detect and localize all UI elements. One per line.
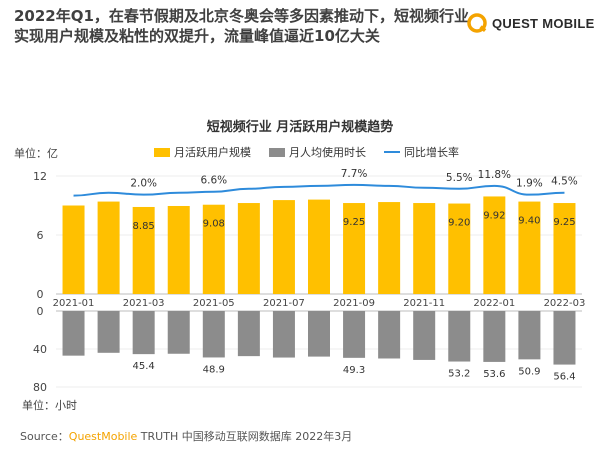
top-y-tick-label: 12 xyxy=(33,170,47,183)
mau-data-label: 9.20 xyxy=(448,218,470,229)
time-bar xyxy=(97,311,120,353)
legend-item-yoy: 同比增长率 xyxy=(384,144,459,160)
x-tick-label: 2022-01 xyxy=(473,298,515,309)
time-bar xyxy=(483,311,506,362)
time-bar xyxy=(167,311,190,354)
bottom-y-tick-label: 80 xyxy=(33,381,47,394)
x-tick-label: 2021-07 xyxy=(263,298,305,309)
legend-swatch-yoy xyxy=(384,151,400,153)
time-bar xyxy=(308,311,330,357)
mau-bar xyxy=(378,202,401,294)
legend-item-mau: 月活跃用户规模 xyxy=(154,144,251,160)
time-bar xyxy=(272,311,295,358)
time-bar xyxy=(448,311,471,362)
mau-bar xyxy=(448,203,471,294)
yoy-line xyxy=(73,183,565,197)
x-tick-label: 2021-09 xyxy=(333,298,375,309)
time-bar xyxy=(378,311,401,359)
page-headline: 2022年Q1，在春节假期及北京冬奥会等多因素推动下，短视频行业实现用户规模及粘… xyxy=(14,7,469,45)
yoy-data-label: 6.6% xyxy=(200,175,227,187)
source-rest: TRUTH 中国移动互联网数据库 2022年3月 xyxy=(137,430,353,443)
legend-swatch-time xyxy=(269,147,285,157)
top-y-tick-label: 6 xyxy=(37,229,44,242)
mau-bar xyxy=(97,201,120,294)
source-note: Source：QuestMobile TRUTH 中国移动互联网数据库 2022… xyxy=(20,428,352,444)
mau-bar xyxy=(308,199,330,294)
mau-bar xyxy=(167,205,190,294)
time-bar xyxy=(237,311,260,357)
chart-legend: 月活跃用户规模 月人均使用时长 同比增长率 xyxy=(154,144,459,160)
mau-bar xyxy=(553,203,576,294)
mau-bar xyxy=(202,204,225,294)
legend-label-time: 月人均使用时长 xyxy=(289,146,366,159)
legend-label-yoy: 同比增长率 xyxy=(404,146,459,159)
mau-bar xyxy=(272,200,295,294)
time-data-label: 50.9 xyxy=(518,366,540,377)
time-data-label: 53.6 xyxy=(483,369,505,380)
time-bar xyxy=(62,311,85,356)
mau-unit-label: 单位：亿 xyxy=(14,147,58,160)
time-data-label: 49.3 xyxy=(343,365,365,376)
mau-bar xyxy=(62,205,85,294)
source-brand: QuestMobile xyxy=(68,430,138,443)
mau-bar xyxy=(343,203,366,294)
yoy-data-label: 5.5% xyxy=(446,172,473,184)
x-tick-label: 2021-03 xyxy=(123,298,165,309)
legend-label-mau: 月活跃用户规模 xyxy=(174,146,251,159)
time-data-label: 56.4 xyxy=(553,372,575,383)
bottom-y-tick-label: 40 xyxy=(33,343,47,356)
legend-swatch-mau xyxy=(154,147,170,157)
bottom-y-tick-label: 0 xyxy=(37,305,44,318)
questmobile-logo-icon xyxy=(467,13,487,33)
mau-data-label: 8.85 xyxy=(133,221,155,232)
mau-data-label: 9.25 xyxy=(343,217,365,228)
x-tick-label: 2021-11 xyxy=(403,298,445,309)
chart-title: 短视频行业 月活跃用户规模趋势 xyxy=(206,120,394,135)
legend-item-time: 月人均使用时长 xyxy=(269,144,366,160)
yoy-data-label: 7.7% xyxy=(341,168,368,180)
yoy-data-label: 1.9% xyxy=(516,178,543,190)
x-tick-label: 2022-03 xyxy=(544,298,586,309)
yoy-data-label: 2.0% xyxy=(130,178,157,190)
mau-bar xyxy=(132,206,155,294)
time-bar xyxy=(343,311,366,358)
time-bar xyxy=(132,311,155,355)
time-data-label: 48.9 xyxy=(203,364,225,375)
time-data-label: 53.2 xyxy=(448,369,470,380)
time-bar xyxy=(518,311,541,360)
top-y-tick-label: 0 xyxy=(37,288,44,301)
time-bar xyxy=(413,311,436,360)
time-data-label: 45.4 xyxy=(133,361,155,372)
source-prefix: Source： xyxy=(20,430,69,443)
time-unit-label: 单位：小时 xyxy=(22,399,77,412)
mau-data-label: 9.25 xyxy=(553,217,575,228)
x-tick-label: 2021-05 xyxy=(193,298,235,309)
mau-bar xyxy=(413,203,436,294)
time-bar xyxy=(553,311,576,365)
mau-data-label: 9.40 xyxy=(518,216,540,227)
x-tick-label: 2021-01 xyxy=(53,298,95,309)
mau-bar xyxy=(518,201,541,294)
yoy-data-label: 11.8% xyxy=(478,169,511,181)
questmobile-logo: QUEST MOBILE xyxy=(466,12,595,34)
logo-text: QUEST MOBILE xyxy=(492,15,595,31)
time-bar xyxy=(202,311,225,358)
mau-data-label: 9.92 xyxy=(483,210,505,221)
mau-bar xyxy=(237,203,260,294)
mau-data-label: 9.08 xyxy=(203,219,225,230)
yoy-data-label: 4.5% xyxy=(551,176,578,188)
mau-bar xyxy=(483,196,506,294)
